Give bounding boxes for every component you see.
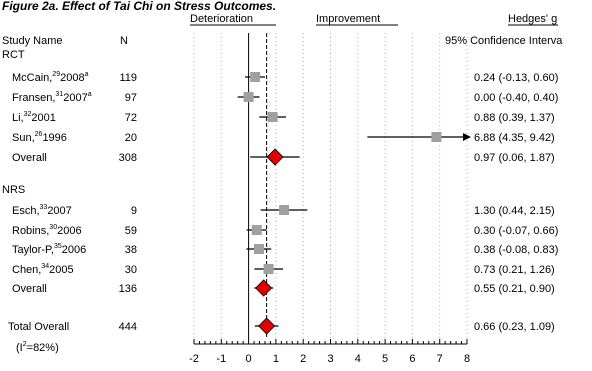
ci-arrow-icon xyxy=(463,133,471,141)
study-ref: 31 xyxy=(55,91,63,98)
study-name-text: McCain, xyxy=(12,72,52,84)
study-name-text: Chen, xyxy=(12,264,41,276)
study-ci-text: 0.00 (-0.40, 0.40) xyxy=(474,92,558,104)
study-name: Sun,261996 xyxy=(12,131,67,144)
study-suffix: a xyxy=(85,71,89,78)
column-header-n: N xyxy=(120,35,128,47)
group-overall-label: Overall xyxy=(12,283,47,295)
study-name: Chen,342005 xyxy=(12,263,74,276)
study-ci-text: 0.88 (0.39, 1.37) xyxy=(474,112,555,124)
study-ref: 26 xyxy=(35,131,43,138)
tick-label: 8 xyxy=(464,353,470,365)
overall-diamond xyxy=(258,317,276,335)
tick-label: 7 xyxy=(437,353,443,365)
study-ci-text: 0.30 (-0.07, 0.66) xyxy=(474,225,558,237)
study-ci-text: 6.88 (4.35, 9.42) xyxy=(474,132,555,144)
study-ref: 34 xyxy=(41,263,49,270)
grid-layer xyxy=(193,33,468,339)
study-name-text: Li, xyxy=(12,112,24,124)
study-name-text: Taylor-P, xyxy=(12,244,54,256)
study-year: 2007 xyxy=(47,205,71,217)
group-overall-label: Overall xyxy=(12,152,47,164)
study-ref: 33 xyxy=(40,204,48,211)
study-suffix: a xyxy=(88,91,92,98)
study-n: 59 xyxy=(125,225,137,237)
tick-label: 4 xyxy=(355,353,361,365)
tick-label: -2 xyxy=(189,353,199,365)
study-name: Fransen,312007a xyxy=(12,91,92,104)
study-n: 9 xyxy=(131,205,137,217)
study-ref: 30 xyxy=(49,224,57,231)
study-name: Esch,332007 xyxy=(12,204,72,217)
study-ref: 29 xyxy=(52,71,60,78)
study-year: 2006 xyxy=(57,225,81,237)
tick-label: 0 xyxy=(246,353,252,365)
improvement-label: Improvement xyxy=(316,13,380,25)
study-effect-box xyxy=(251,225,262,235)
overall-ci-text: 0.66 (0.23, 1.09) xyxy=(474,321,555,333)
study-name: Li,322001 xyxy=(12,111,56,124)
tick-label: 5 xyxy=(382,353,388,365)
study-n: 97 xyxy=(125,92,137,104)
study-year: 1996 xyxy=(42,132,66,144)
overall-ci-text: 0.55 (0.21, 0.90) xyxy=(474,283,555,295)
overall-n: 308 xyxy=(119,152,137,164)
column-header-study: Study Name xyxy=(2,35,63,47)
heterogeneity-label: (I2=82%) xyxy=(16,341,59,354)
group-label: NRS xyxy=(2,184,25,196)
figure-title: Figure 2a. Effect of Tai Chi on Stress O… xyxy=(2,0,276,13)
total-overall-label: Total Overall xyxy=(8,321,69,333)
group-label: RCT xyxy=(2,49,25,61)
study-ci-text: 1.30 (0.44, 2.15) xyxy=(474,205,555,217)
study-effect-box xyxy=(431,132,442,142)
column-header-ci: 95% Confidence Interva xyxy=(445,35,563,47)
study-n: 30 xyxy=(125,264,137,276)
study-name: Taylor-P,352006 xyxy=(12,243,86,256)
tick-label: -1 xyxy=(216,353,226,365)
study-n: 20 xyxy=(125,132,137,144)
study-name: McCain,292008a xyxy=(12,71,89,84)
tick-label: 1 xyxy=(273,353,279,365)
study-ci-text: 0.24 (-0.13, 0.60) xyxy=(474,72,558,84)
study-n: 119 xyxy=(119,72,137,84)
x-axis: -2 -1 0 1 2 3 4 5 6 7 8 xyxy=(189,339,470,365)
study-ci-text: 0.73 (0.21, 1.26) xyxy=(474,264,555,276)
study-year: 2008 xyxy=(60,72,84,84)
overall-ci-text: 0.97 (0.06, 1.87) xyxy=(474,152,555,164)
study-name-text: Fransen, xyxy=(12,92,55,104)
deterioration-label: Deterioration xyxy=(190,13,253,25)
overall-diamond xyxy=(255,279,273,297)
study-name-text: Robins, xyxy=(12,225,49,237)
study-n: 72 xyxy=(125,112,137,124)
study-year: 2007 xyxy=(63,92,87,104)
study-name-text: Esch, xyxy=(12,205,40,217)
i2-superscript: 2 xyxy=(23,341,27,348)
study-effect-box xyxy=(243,92,254,102)
effect-measure-label: Hedges' g xyxy=(508,13,557,25)
study-name-text: Sun, xyxy=(12,132,35,144)
study-year: 2005 xyxy=(49,264,73,276)
tick-label: 2 xyxy=(300,353,306,365)
tick-label: 6 xyxy=(409,353,415,365)
study-effect-box xyxy=(263,264,274,274)
study-effect-box xyxy=(250,72,261,82)
i2-value: =82%) xyxy=(27,342,59,354)
study-year: 2006 xyxy=(62,244,86,256)
study-effect-box xyxy=(253,244,264,254)
i2-label: (I xyxy=(16,342,23,354)
study-name: Robins,302006 xyxy=(12,224,82,237)
study-effect-box xyxy=(279,205,290,215)
study-ref: 35 xyxy=(54,243,62,250)
overall-n: 136 xyxy=(119,283,137,295)
overall-n: 444 xyxy=(119,321,137,333)
study-n: 38 xyxy=(125,244,137,256)
study-effect-box xyxy=(267,112,278,122)
study-ref: 32 xyxy=(24,111,32,118)
study-ci-text: 0.38 (-0.08, 0.83) xyxy=(474,244,558,256)
tick-label: 3 xyxy=(327,353,333,365)
overall-diamond xyxy=(266,148,284,166)
study-year: 2001 xyxy=(31,112,55,124)
